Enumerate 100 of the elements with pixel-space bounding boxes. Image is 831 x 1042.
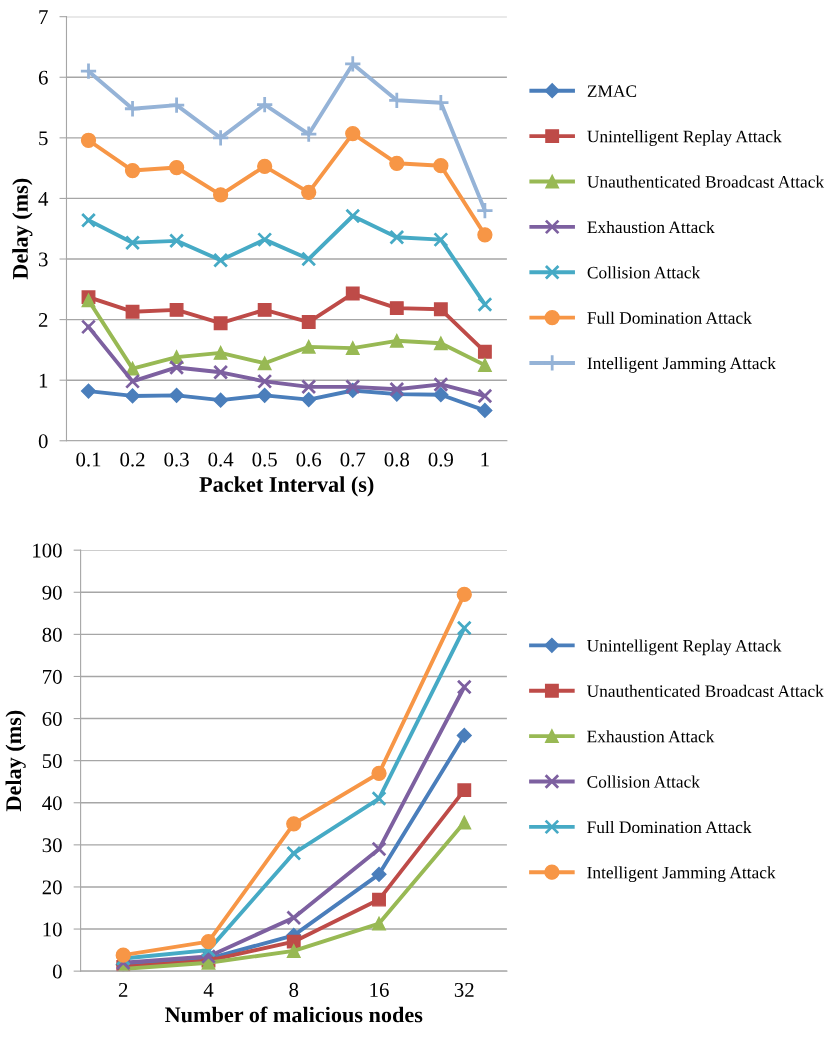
point: [433, 336, 448, 351]
y-tick-label: 1: [39, 373, 48, 388]
point: [168, 359, 185, 376]
point: [475, 201, 494, 220]
point: [257, 158, 273, 174]
legend-label: Collision Attack: [587, 266, 701, 279]
point: [389, 229, 405, 245]
point: [477, 227, 493, 243]
y-tick-label: 60: [42, 711, 62, 726]
legend-label: Exhaustion Attack: [587, 730, 715, 743]
point: [80, 132, 97, 148]
point: [301, 391, 317, 408]
point: [124, 373, 141, 390]
y-tick-label: 3: [39, 252, 48, 267]
point: [286, 816, 302, 832]
y-tick-label: 6: [38, 70, 48, 85]
point: [80, 319, 97, 335]
point: [212, 364, 229, 380]
point: [255, 95, 274, 114]
point: [115, 947, 131, 963]
x-tick-label: 2: [118, 982, 128, 997]
x-axis-title: Number of malicious nodes: [165, 1006, 423, 1023]
x-tick-label: 0.3: [164, 452, 189, 467]
y-tick-label: 70: [43, 669, 62, 684]
point: [257, 373, 273, 390]
point: [169, 302, 184, 317]
point: [371, 866, 387, 882]
y-tick-label: 100: [33, 543, 62, 558]
point: [477, 296, 493, 313]
point: [457, 783, 472, 798]
point: [286, 943, 301, 958]
x-tick-label: 1: [481, 452, 489, 467]
legend-label: Unauthenticated Broadcast Attack: [587, 175, 825, 188]
y-tick-label: 7: [39, 10, 48, 24]
point: [389, 155, 405, 171]
x-axis-title: Packet Interval (s): [199, 476, 374, 497]
legend-label: Collision Attack: [587, 775, 700, 788]
point: [371, 790, 387, 807]
x-tick-label: 4: [203, 983, 214, 997]
point: [301, 184, 317, 201]
point: [213, 316, 228, 331]
point: [257, 356, 272, 371]
point: [213, 345, 228, 360]
point: [433, 231, 449, 248]
y-tick-label: 2: [38, 313, 48, 327]
point: [80, 383, 97, 399]
point: [433, 302, 448, 317]
point: [345, 341, 360, 356]
point: [371, 765, 387, 781]
y-tick-label: 4: [38, 191, 49, 206]
y-tick-label: 30: [42, 838, 62, 853]
point: [286, 934, 301, 949]
point: [477, 402, 493, 419]
point: [124, 162, 141, 179]
x-tick-label: 0.7: [340, 452, 366, 467]
point: [213, 392, 229, 408]
y-tick-label: 40: [42, 796, 62, 811]
point: [168, 233, 185, 249]
x-tick-label: 0.8: [384, 452, 410, 467]
y-tick-label: 0: [38, 434, 48, 449]
x-tick-label: 0.1: [76, 452, 101, 467]
point: [372, 892, 386, 907]
point: [477, 344, 492, 359]
y-tick-label: 10: [43, 922, 62, 937]
x-tick-label: 32: [454, 982, 474, 997]
point: [80, 212, 97, 228]
x-tick-label: 0.2: [120, 452, 145, 467]
point: [345, 125, 361, 142]
y-tick-label: 90: [42, 585, 62, 600]
x-tick-label: 0.5: [252, 452, 277, 467]
point: [301, 379, 317, 395]
point: [124, 388, 141, 404]
point: [212, 252, 229, 268]
y-tick-label: 50: [42, 754, 62, 769]
legend-label: ZMAC: [587, 85, 637, 97]
point: [345, 379, 361, 395]
y-tick-label: 80: [42, 627, 62, 642]
x-tick-label: 0.4: [208, 452, 234, 467]
y-tick-label: 5: [39, 131, 48, 146]
point: [79, 62, 98, 81]
point: [456, 727, 472, 743]
y-axis-title: Delay (ms): [12, 178, 33, 280]
point: [125, 361, 140, 376]
point: [389, 301, 404, 316]
x-tick-label: 0.9: [428, 452, 454, 467]
point: [301, 315, 316, 329]
point: [168, 159, 185, 176]
legend-label: Intelligent Jamming Attack: [587, 866, 776, 883]
point: [125, 304, 140, 319]
y-tick-label: 20: [42, 880, 62, 895]
point: [477, 388, 493, 404]
point: [433, 376, 449, 393]
point: [169, 387, 185, 403]
point: [124, 235, 141, 251]
point: [257, 231, 273, 248]
point: [345, 286, 360, 301]
point: [257, 387, 273, 403]
point: [433, 387, 449, 403]
point: [286, 910, 302, 926]
point: [211, 128, 230, 147]
